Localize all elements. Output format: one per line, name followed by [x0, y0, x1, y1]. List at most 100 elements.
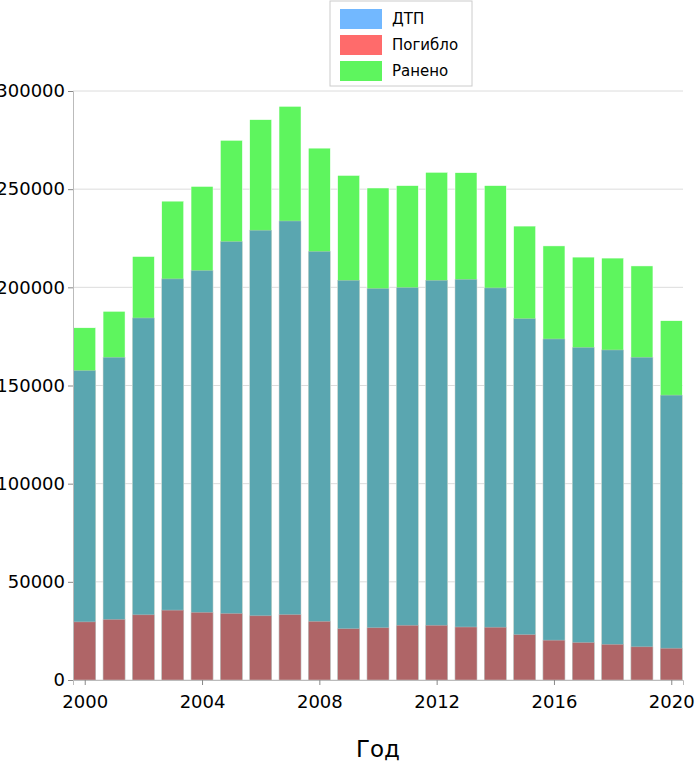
- bar: [660, 648, 682, 680]
- x-axis: 2000 2004 2008 2012 2016 2020: [62, 680, 694, 712]
- tick-mark: [68, 189, 73, 190]
- legend-swatch: [340, 9, 382, 29]
- bar: [103, 311, 125, 680]
- tick-mark: [68, 680, 73, 681]
- bar: [543, 339, 565, 680]
- bar: [455, 173, 477, 680]
- tick-mark: [671, 680, 672, 685]
- bar: [367, 188, 389, 680]
- bar: [426, 280, 448, 680]
- bar: [191, 186, 213, 680]
- bar: [484, 186, 506, 680]
- bar: [484, 627, 506, 680]
- tick: 300000: [0, 80, 73, 101]
- bar: [132, 318, 154, 680]
- tick: 100000: [0, 473, 73, 494]
- bar: [660, 395, 682, 680]
- bar: [308, 621, 330, 680]
- tick-label: 100000: [0, 473, 65, 494]
- bar: [250, 230, 272, 680]
- tick-label: 150000: [0, 375, 65, 396]
- tick: 2020: [649, 680, 695, 712]
- tick-mark: [68, 91, 73, 92]
- bar: [572, 347, 594, 680]
- bar: [396, 625, 418, 680]
- y-axis: 0 50000 100000 150000 200000 250000 300000: [0, 80, 74, 690]
- bar: [162, 201, 184, 680]
- series-bars: [74, 221, 683, 680]
- bar: [572, 643, 594, 680]
- bar: [602, 644, 624, 680]
- tick-mark: [68, 484, 73, 485]
- tick-mark: [202, 680, 203, 685]
- tick: 200000: [0, 277, 73, 298]
- series-bars: [74, 610, 683, 680]
- legend-label: ДТП: [392, 10, 424, 28]
- tick-label: 2008: [297, 691, 343, 712]
- tick: 2008: [297, 680, 343, 712]
- bar: [514, 635, 536, 680]
- bar: [484, 288, 506, 680]
- tick-label: 200000: [0, 277, 65, 298]
- tick: 250000: [0, 178, 73, 199]
- bar: [602, 350, 624, 680]
- bar: [396, 288, 418, 680]
- tick-label: 2000: [62, 691, 108, 712]
- tick-mark: [437, 680, 438, 685]
- tick-mark: [85, 680, 86, 685]
- bar: [338, 175, 360, 680]
- bar: [220, 140, 242, 680]
- bar: [308, 251, 330, 680]
- grid-line: [73, 91, 683, 92]
- tick: 2012: [414, 680, 460, 712]
- tick-mark: [554, 680, 555, 685]
- bar: [660, 321, 682, 680]
- bar: [572, 257, 594, 680]
- legend-swatch: [340, 35, 382, 55]
- bar: [602, 258, 624, 680]
- tick: 150000: [0, 375, 73, 396]
- bar: [250, 120, 272, 680]
- tick-mark: [68, 386, 73, 387]
- tick: 2000: [62, 680, 108, 712]
- tick-label: 250000: [0, 178, 65, 199]
- bar: [191, 270, 213, 680]
- bar: [543, 246, 565, 680]
- bars: [74, 106, 683, 680]
- bar: [631, 647, 653, 680]
- axis-line: [68, 92, 74, 681]
- bar: [308, 148, 330, 680]
- legend-label: Ранено: [392, 62, 448, 80]
- bar: [426, 172, 448, 680]
- chart: 0 50000 100000 150000 200000 250000 300000 2000…: [0, 0, 700, 767]
- tick: 2004: [180, 680, 226, 712]
- bar: [514, 226, 536, 680]
- bar: [74, 328, 96, 680]
- bar: [279, 615, 301, 680]
- tick-label: 0: [54, 669, 65, 690]
- axis-title: Год: [356, 736, 400, 762]
- tick-mark: [68, 582, 73, 583]
- tick: 2016: [532, 680, 578, 712]
- tick-label: 50000: [8, 571, 65, 592]
- bar: [74, 622, 96, 680]
- tick-label: 2012: [414, 691, 460, 712]
- bar: [455, 279, 477, 680]
- bar: [74, 371, 96, 680]
- bar: [426, 625, 448, 680]
- bar: [279, 106, 301, 680]
- bar: [220, 242, 242, 680]
- axis-line: [74, 681, 684, 686]
- tick-mark: [68, 287, 73, 288]
- bar: [132, 615, 154, 680]
- bar: [279, 221, 301, 680]
- bar: [338, 629, 360, 680]
- legend: ДТППогиблоРанено: [330, 1, 472, 86]
- tick-label: 2004: [180, 691, 226, 712]
- tick-label: 2020: [649, 691, 695, 712]
- tick: 0: [54, 669, 73, 690]
- legend-swatch: [340, 61, 382, 81]
- bar: [103, 619, 125, 680]
- series-bars: [74, 106, 683, 680]
- grid: [73, 91, 683, 680]
